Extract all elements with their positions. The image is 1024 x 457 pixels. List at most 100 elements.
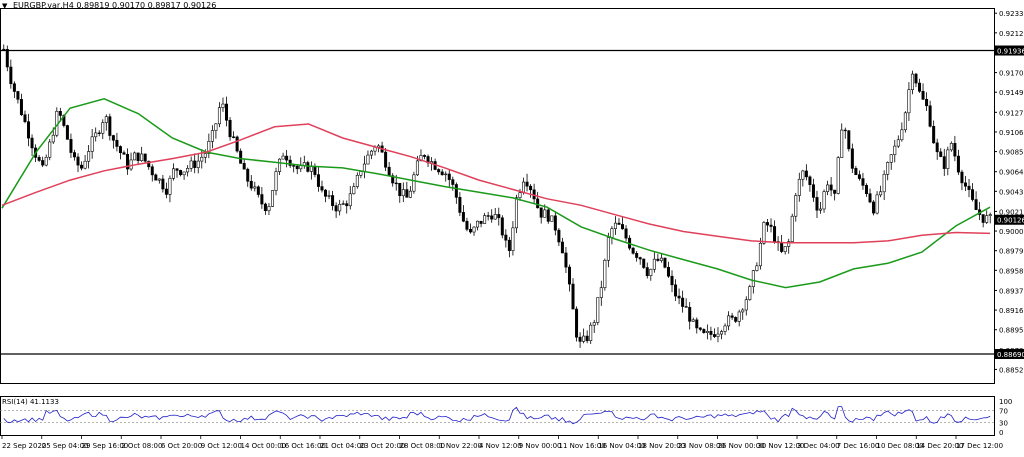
candle-body <box>288 159 292 166</box>
candle-body <box>171 168 175 179</box>
candle-body <box>751 270 755 287</box>
candle-body <box>638 257 642 260</box>
time-tick-label: 30 Nov 12:00 <box>757 442 804 450</box>
time-tick-label: 14 Dec 20:00 <box>916 442 963 450</box>
candle-body <box>154 174 158 181</box>
candle-body <box>157 178 161 181</box>
rsi-label: RSI(14) 41.1133 <box>2 398 59 406</box>
candle-body <box>840 129 844 158</box>
candle-body <box>557 229 561 243</box>
candle-body <box>246 168 250 182</box>
candle-body <box>249 180 253 189</box>
candle-body <box>72 152 76 158</box>
candle-body <box>394 182 398 185</box>
candle-body <box>769 224 773 227</box>
candle-body <box>401 189 405 197</box>
candle-body <box>281 155 285 160</box>
candle-body <box>698 327 702 330</box>
time-tick-label: 21 Oct 04:00 <box>320 442 366 450</box>
candle-body <box>617 222 621 225</box>
candle-body <box>232 136 236 138</box>
candle-body <box>953 143 957 157</box>
candle-body <box>51 134 55 143</box>
candle-body <box>981 214 985 223</box>
candle-body <box>656 258 660 261</box>
candle-body <box>613 222 617 229</box>
candle-body <box>196 160 200 168</box>
candle-body <box>23 114 27 123</box>
candle-body <box>755 265 759 271</box>
candle-body <box>338 203 342 212</box>
candle-body <box>260 194 264 205</box>
candle-body <box>263 203 267 212</box>
rsi-tick-label: 0 <box>999 429 1003 437</box>
current-price-box <box>995 214 1024 225</box>
chart-header: ▼ EURGBP.var,H4 0.89819 0.90170 0.89817 … <box>2 1 216 10</box>
candle-body <box>242 163 246 170</box>
candle-body <box>684 306 688 308</box>
candle-body <box>48 141 52 158</box>
candle-body <box>606 237 610 261</box>
main-pane-frame <box>0 8 995 384</box>
candle-body <box>529 185 533 191</box>
current-price-label: 0.90126 <box>997 217 1024 225</box>
time-tick-label: 17 Dec 12:00 <box>956 442 1003 450</box>
candle-body <box>960 171 964 184</box>
time-tick-label: 9 Nov 00:00 <box>519 442 562 450</box>
candle-body <box>582 335 586 342</box>
time-tick-label: 9 Oct 12:00 <box>201 442 242 450</box>
candle-body <box>932 125 936 144</box>
candle-body <box>610 228 614 238</box>
candle-body <box>419 155 423 162</box>
candle-body <box>118 146 122 154</box>
time-tick-label: 1 Nov 22:00 <box>439 442 482 450</box>
price-tick-label: 0.92335 <box>999 10 1024 18</box>
candle-body <box>292 165 296 167</box>
candle-body <box>341 203 345 205</box>
candle-body <box>589 324 593 341</box>
time-tick-label: 22 Sep 2020 <box>2 442 46 450</box>
candle-body <box>309 166 313 172</box>
dropdown-triangle-icon[interactable]: ▼ <box>2 2 8 10</box>
candle-body <box>787 241 791 247</box>
candle-body <box>762 222 766 244</box>
candle-body <box>182 171 186 176</box>
candle-body <box>603 260 607 289</box>
candle-body <box>486 215 490 217</box>
candle-body <box>147 160 151 168</box>
candle-body <box>716 333 720 337</box>
candle-body <box>882 174 886 193</box>
candle-body <box>126 153 130 170</box>
candle-body <box>783 246 787 252</box>
candle-body <box>910 73 914 91</box>
level-price-box <box>995 45 1024 56</box>
candle-body <box>331 195 335 206</box>
candle-body <box>143 153 147 162</box>
candle-body <box>744 299 748 311</box>
candle-body <box>666 266 670 277</box>
candle-body <box>94 132 98 138</box>
candle-body <box>688 307 692 322</box>
candle-body <box>663 257 667 268</box>
rsi-tick-label: 30 <box>999 420 1008 428</box>
candle-body <box>278 158 282 172</box>
candle-body <box>780 242 784 252</box>
price-tick-label: 0.90005 <box>999 228 1024 236</box>
time-tick-label: 28 Oct 08:00 <box>400 442 446 450</box>
candle-body <box>306 162 310 172</box>
candle-body <box>313 166 317 175</box>
candle-body <box>122 152 126 155</box>
candle-body <box>352 186 356 195</box>
candle-body <box>963 182 967 187</box>
candle-body <box>490 215 494 220</box>
candle-body <box>200 156 204 162</box>
candle-body <box>861 178 865 186</box>
candle-body <box>599 287 603 298</box>
candle-body <box>550 215 554 222</box>
candle-body <box>437 169 441 173</box>
candle-body <box>939 151 943 157</box>
